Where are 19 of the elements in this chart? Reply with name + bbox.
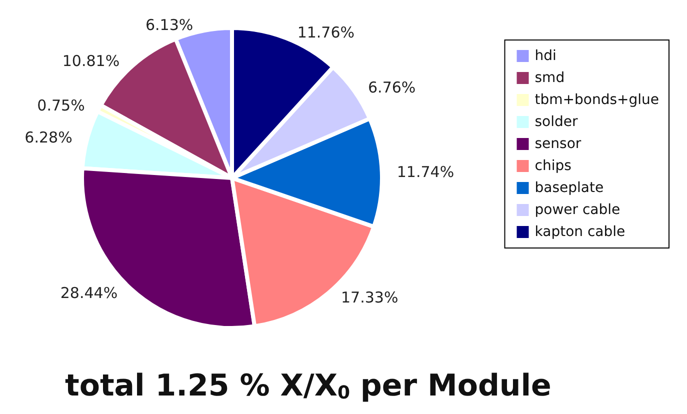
legend-label: chips: [534, 158, 572, 174]
legend-label: smd: [534, 70, 565, 86]
data-label: 0.75%: [37, 96, 85, 115]
data-label: 11.74%: [396, 163, 454, 182]
legend-label: baseplate: [534, 180, 604, 196]
data-label: 10.81%: [62, 52, 120, 70]
data-label: 17.33%: [341, 288, 398, 307]
legend-label: hdi: [534, 48, 556, 64]
legend-label: power cable: [534, 202, 620, 218]
legend-label: sensor: [534, 136, 582, 152]
data-label: 11.76%: [297, 24, 355, 42]
data-label: 6.28%: [24, 128, 72, 147]
data-label: 28.44%: [60, 284, 118, 302]
text: total 1.25 % X/X0 per Module: [65, 368, 552, 404]
legend-label: kapton cable: [534, 224, 626, 240]
data-label: 6.76%: [368, 78, 416, 96]
legend-label: solder: [534, 114, 578, 130]
legend-label: tbm+bonds+glue: [534, 92, 660, 108]
data-label: 6.13%: [145, 16, 194, 34]
